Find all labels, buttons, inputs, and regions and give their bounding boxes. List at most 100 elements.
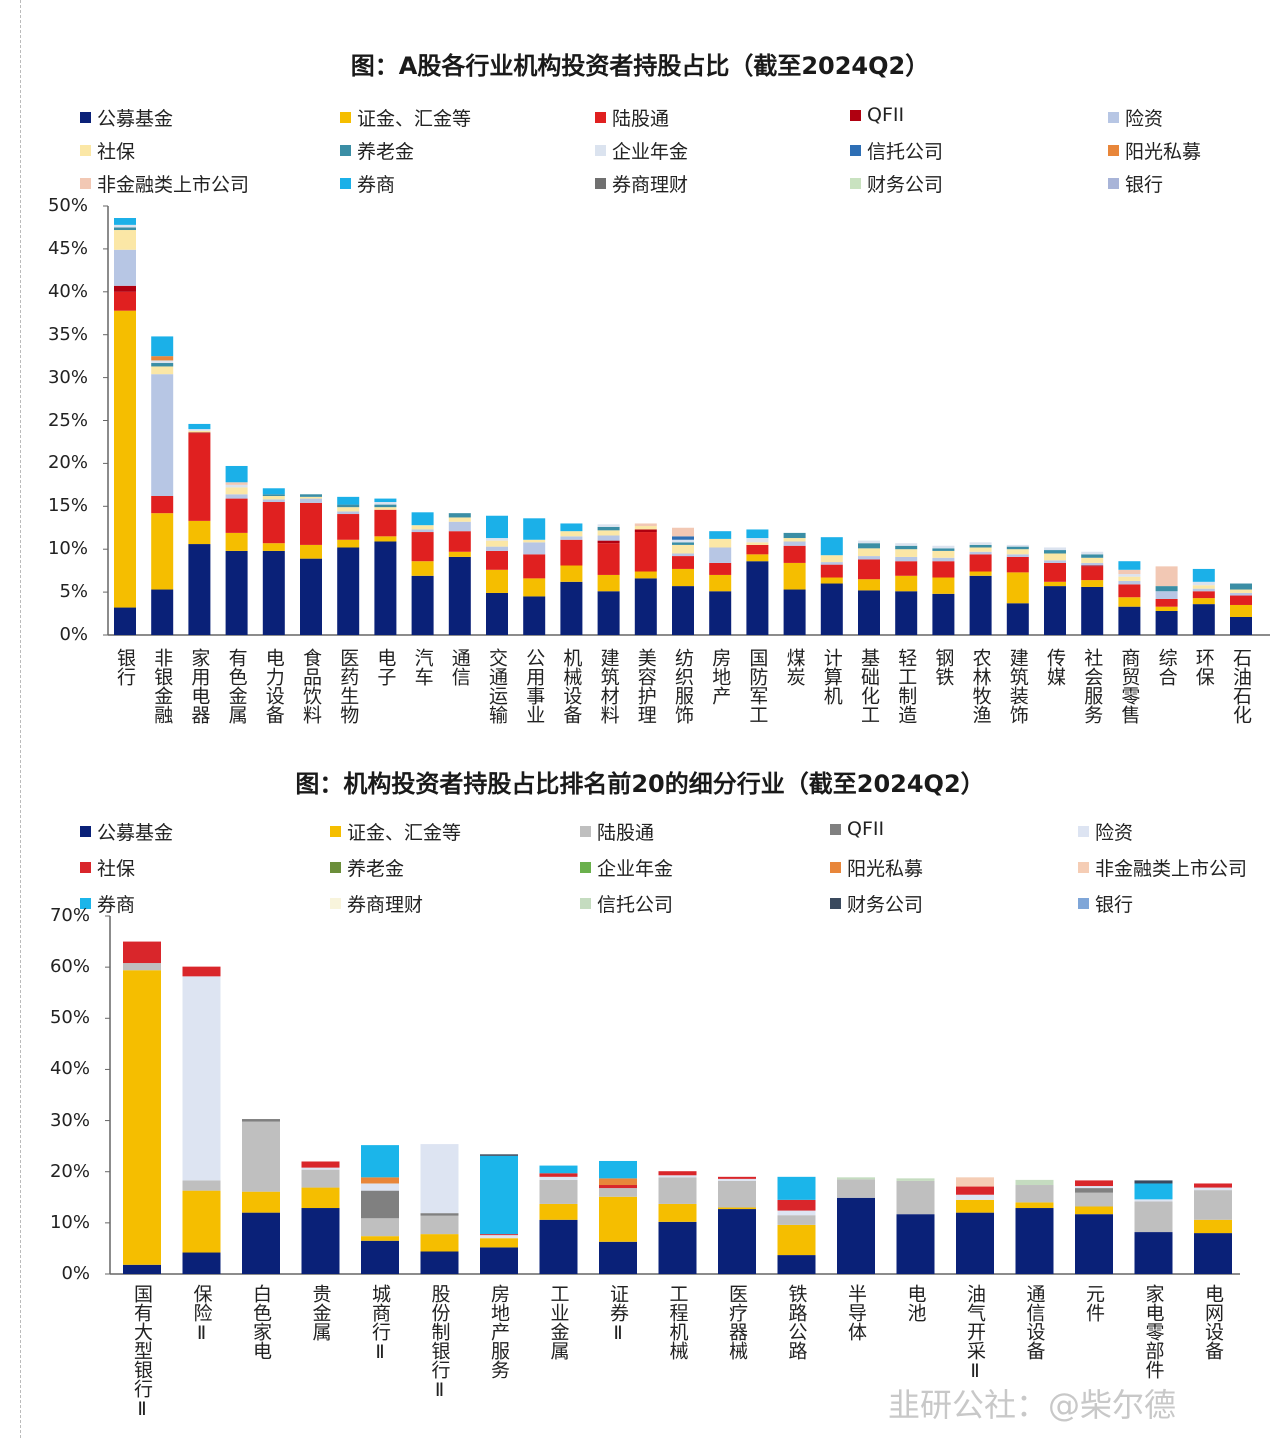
bar-segment — [374, 507, 397, 510]
bar-segment — [300, 494, 322, 497]
bar-segment — [480, 1155, 518, 1235]
legend-swatch — [330, 898, 341, 909]
legend-item: 信托公司 — [850, 137, 943, 164]
legend-item: 财务公司 — [830, 890, 923, 917]
bar-segment — [361, 1177, 399, 1184]
legend-item: 券商 — [340, 170, 395, 197]
bar-segment — [123, 963, 161, 971]
bar-segment — [411, 532, 434, 562]
bar-segment — [539, 1165, 578, 1174]
bar-segment — [300, 502, 322, 545]
bar-segment — [151, 374, 174, 497]
bar-segment — [480, 1235, 518, 1239]
bar-segment — [114, 310, 136, 608]
bar-segment — [539, 1176, 578, 1180]
legend-swatch — [80, 145, 91, 156]
bar-segment — [1192, 568, 1215, 582]
bar-segment — [672, 556, 694, 569]
bar-segment — [337, 511, 360, 515]
bar-segment — [820, 583, 843, 635]
bar-segment — [1118, 569, 1141, 575]
bar-segment — [374, 509, 397, 537]
bar-segment — [858, 540, 880, 544]
bar-segment — [969, 551, 992, 555]
bar-segment — [242, 1191, 280, 1213]
bar-segment — [182, 1190, 221, 1253]
legend-item: 银行 — [1108, 170, 1163, 197]
legend-item: 券商理财 — [330, 890, 423, 917]
x-tick-label: 电网设备 — [1202, 1284, 1224, 1360]
bar-segment — [895, 561, 918, 576]
bar-segment — [956, 1199, 994, 1213]
bar-segment — [151, 366, 174, 375]
bar-segment — [448, 551, 471, 557]
x-tick-label: 工程机械 — [666, 1284, 689, 1360]
y-tick-label: 50% — [47, 195, 88, 216]
x-tick-label: 元件 — [1083, 1284, 1105, 1322]
legend-label: 公募基金 — [97, 822, 174, 844]
x-tick-label: 保险Ⅱ — [190, 1284, 213, 1344]
x-tick-label: 国有大型银行Ⅱ — [131, 1284, 153, 1420]
bar-segment — [560, 581, 583, 635]
legend-swatch — [830, 823, 841, 835]
bar-segment — [597, 526, 620, 531]
bar-segment — [1006, 544, 1029, 547]
bar-segment — [1230, 604, 1252, 617]
bar-segment — [599, 1241, 637, 1274]
x-tick-label: 传媒 — [1044, 648, 1066, 686]
bar-segment — [718, 1207, 756, 1210]
bar-segment — [1134, 1183, 1173, 1200]
bar-segment — [1081, 565, 1104, 567]
bar-segment — [858, 590, 880, 635]
x-tick-label: 油气开采Ⅱ — [964, 1284, 986, 1382]
bar-segment — [242, 1121, 280, 1192]
bar-segment — [932, 557, 955, 562]
legend-item: 社保 — [80, 137, 135, 164]
bar-segment — [188, 429, 211, 431]
x-tick-label: 轻工制造 — [895, 648, 918, 724]
bar-segment — [709, 538, 732, 548]
bar-segment — [420, 1144, 459, 1214]
y-tick-label: 0% — [59, 624, 88, 645]
bar-segment — [151, 360, 174, 364]
y-tick-label: 60% — [49, 956, 90, 978]
bar-segment — [114, 285, 136, 292]
legend-label: 企业年金 — [612, 141, 689, 163]
bar-segment — [411, 529, 434, 533]
bar-segment — [523, 518, 546, 540]
bar-segment — [777, 1176, 816, 1200]
legend-item: 陆股通 — [595, 104, 669, 131]
legend-label: 企业年金 — [597, 858, 674, 880]
legend-item: 企业年金 — [580, 854, 673, 881]
bar-segment — [658, 1171, 697, 1176]
bar-segment — [1006, 572, 1029, 604]
bar-segment — [539, 1179, 578, 1204]
bar-segment — [114, 224, 136, 228]
bar-segment — [777, 1224, 816, 1256]
legend-item: 养老金 — [340, 137, 414, 164]
y-tick-label: 10% — [49, 1211, 90, 1233]
legend-item: 险资 — [1078, 818, 1133, 845]
bar-segment — [1118, 574, 1141, 577]
x-tick-label: 贵金属 — [309, 1284, 332, 1341]
bar-segment — [337, 514, 360, 540]
bar-segment — [1075, 1206, 1113, 1215]
bar-segment — [337, 496, 360, 505]
legend-label: 陆股通 — [597, 822, 655, 844]
bar-segment — [597, 524, 620, 527]
bar-segment — [1118, 584, 1141, 598]
legend-label: 券商 — [97, 894, 136, 916]
bar-segment — [658, 1175, 697, 1178]
legend-item: 银行 — [1078, 890, 1133, 917]
legend-label: 阳光私募 — [1125, 141, 1202, 163]
watermark: 韭研公社：@柴尔德 — [888, 1386, 1177, 1424]
bar-segment — [599, 1196, 637, 1242]
bar-segment — [1075, 1186, 1113, 1189]
bar-segment — [599, 1188, 637, 1197]
bar-segment — [182, 966, 221, 977]
legend-swatch — [580, 826, 591, 837]
legend-item: 证金、汇金等 — [340, 104, 471, 131]
legend-swatch — [580, 898, 591, 909]
x-tick-label: 纺织服饰 — [672, 648, 694, 724]
bar-segment — [448, 556, 471, 635]
